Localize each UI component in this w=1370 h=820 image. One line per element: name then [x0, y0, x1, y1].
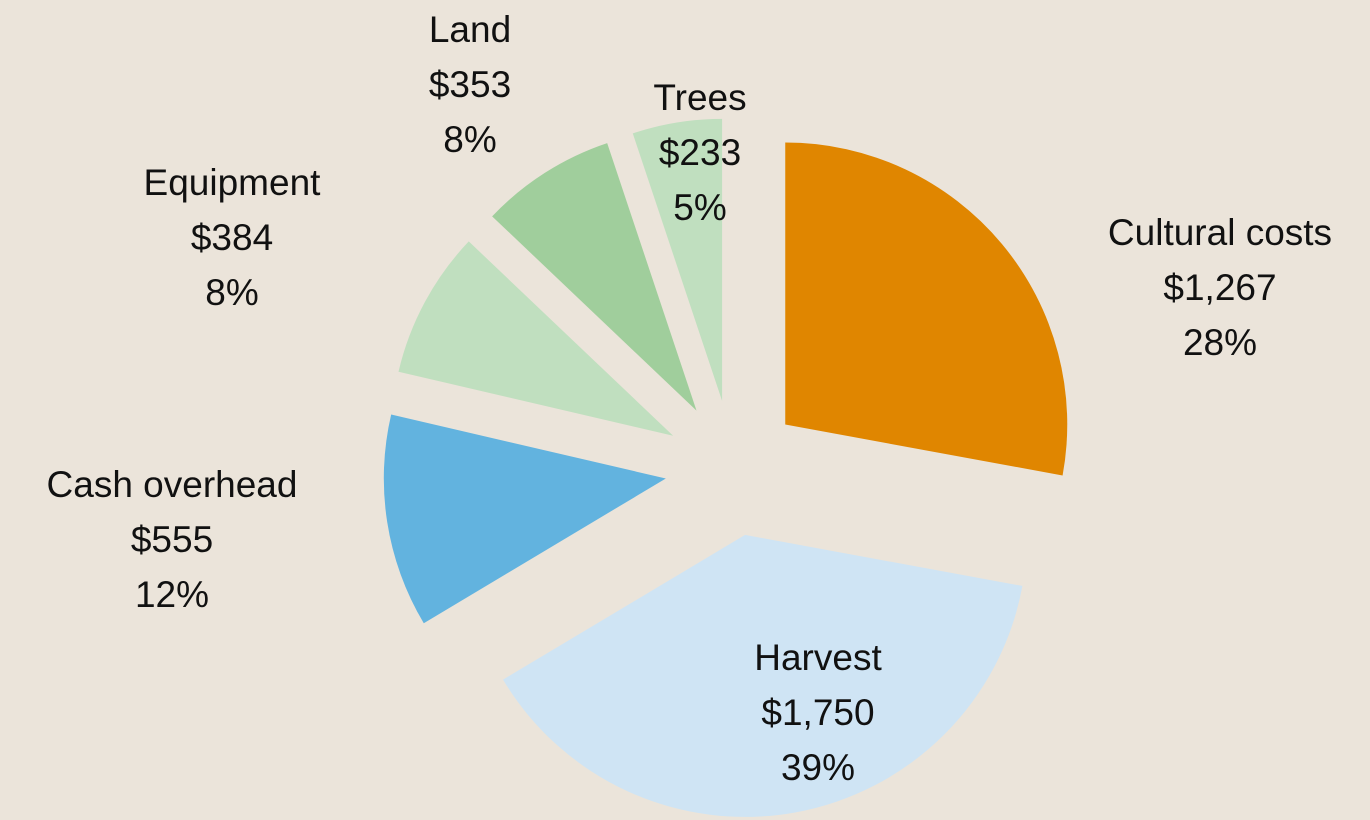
slice-percent-label: 12%	[135, 574, 209, 615]
pie-slice	[398, 241, 674, 436]
pie-slice	[785, 142, 1068, 476]
slice-label: Trees	[653, 77, 746, 118]
slice-percent-label: 8%	[205, 272, 258, 313]
slice-percent-label: 5%	[673, 187, 726, 228]
slice-value-label: $1,750	[761, 692, 874, 733]
slice-label: Cultural costs	[1108, 212, 1332, 253]
slice-percent-label: 8%	[443, 119, 496, 160]
slice-label: Harvest	[754, 637, 882, 678]
pie-slice	[492, 143, 697, 411]
pie-slice	[632, 118, 723, 401]
slice-value-label: $353	[429, 64, 511, 105]
slice-percent-label: 39%	[781, 747, 855, 788]
slice-percent-label: 28%	[1183, 322, 1257, 363]
slice-value-label: $555	[131, 519, 213, 560]
slice-value-label: $233	[659, 132, 741, 173]
pie-slice	[503, 534, 1023, 817]
slice-label: Cash overhead	[47, 464, 298, 505]
slice-value-label: $1,267	[1163, 267, 1276, 308]
slice-label: Land	[429, 9, 511, 50]
slice-label: Equipment	[144, 162, 322, 203]
slice-value-label: $384	[191, 217, 273, 258]
pie-slice	[383, 414, 666, 624]
